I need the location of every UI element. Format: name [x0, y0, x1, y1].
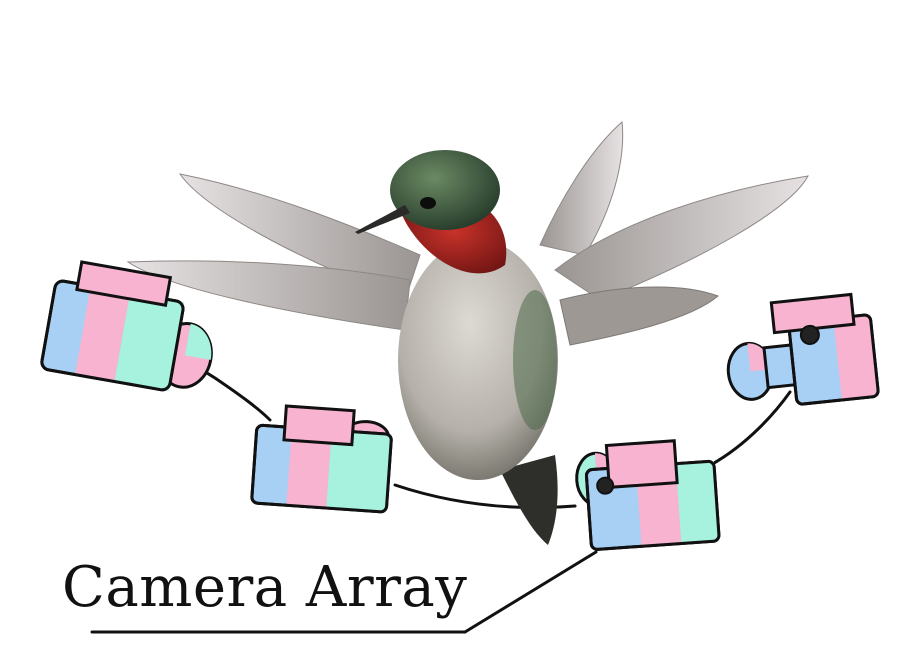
camera-1 [40, 260, 213, 392]
camera-2 [250, 404, 393, 514]
hummingbird [126, 120, 809, 545]
camera-3 [575, 439, 721, 551]
camera-4 [726, 292, 880, 406]
caption-camera-array: Camera Array [62, 555, 468, 620]
